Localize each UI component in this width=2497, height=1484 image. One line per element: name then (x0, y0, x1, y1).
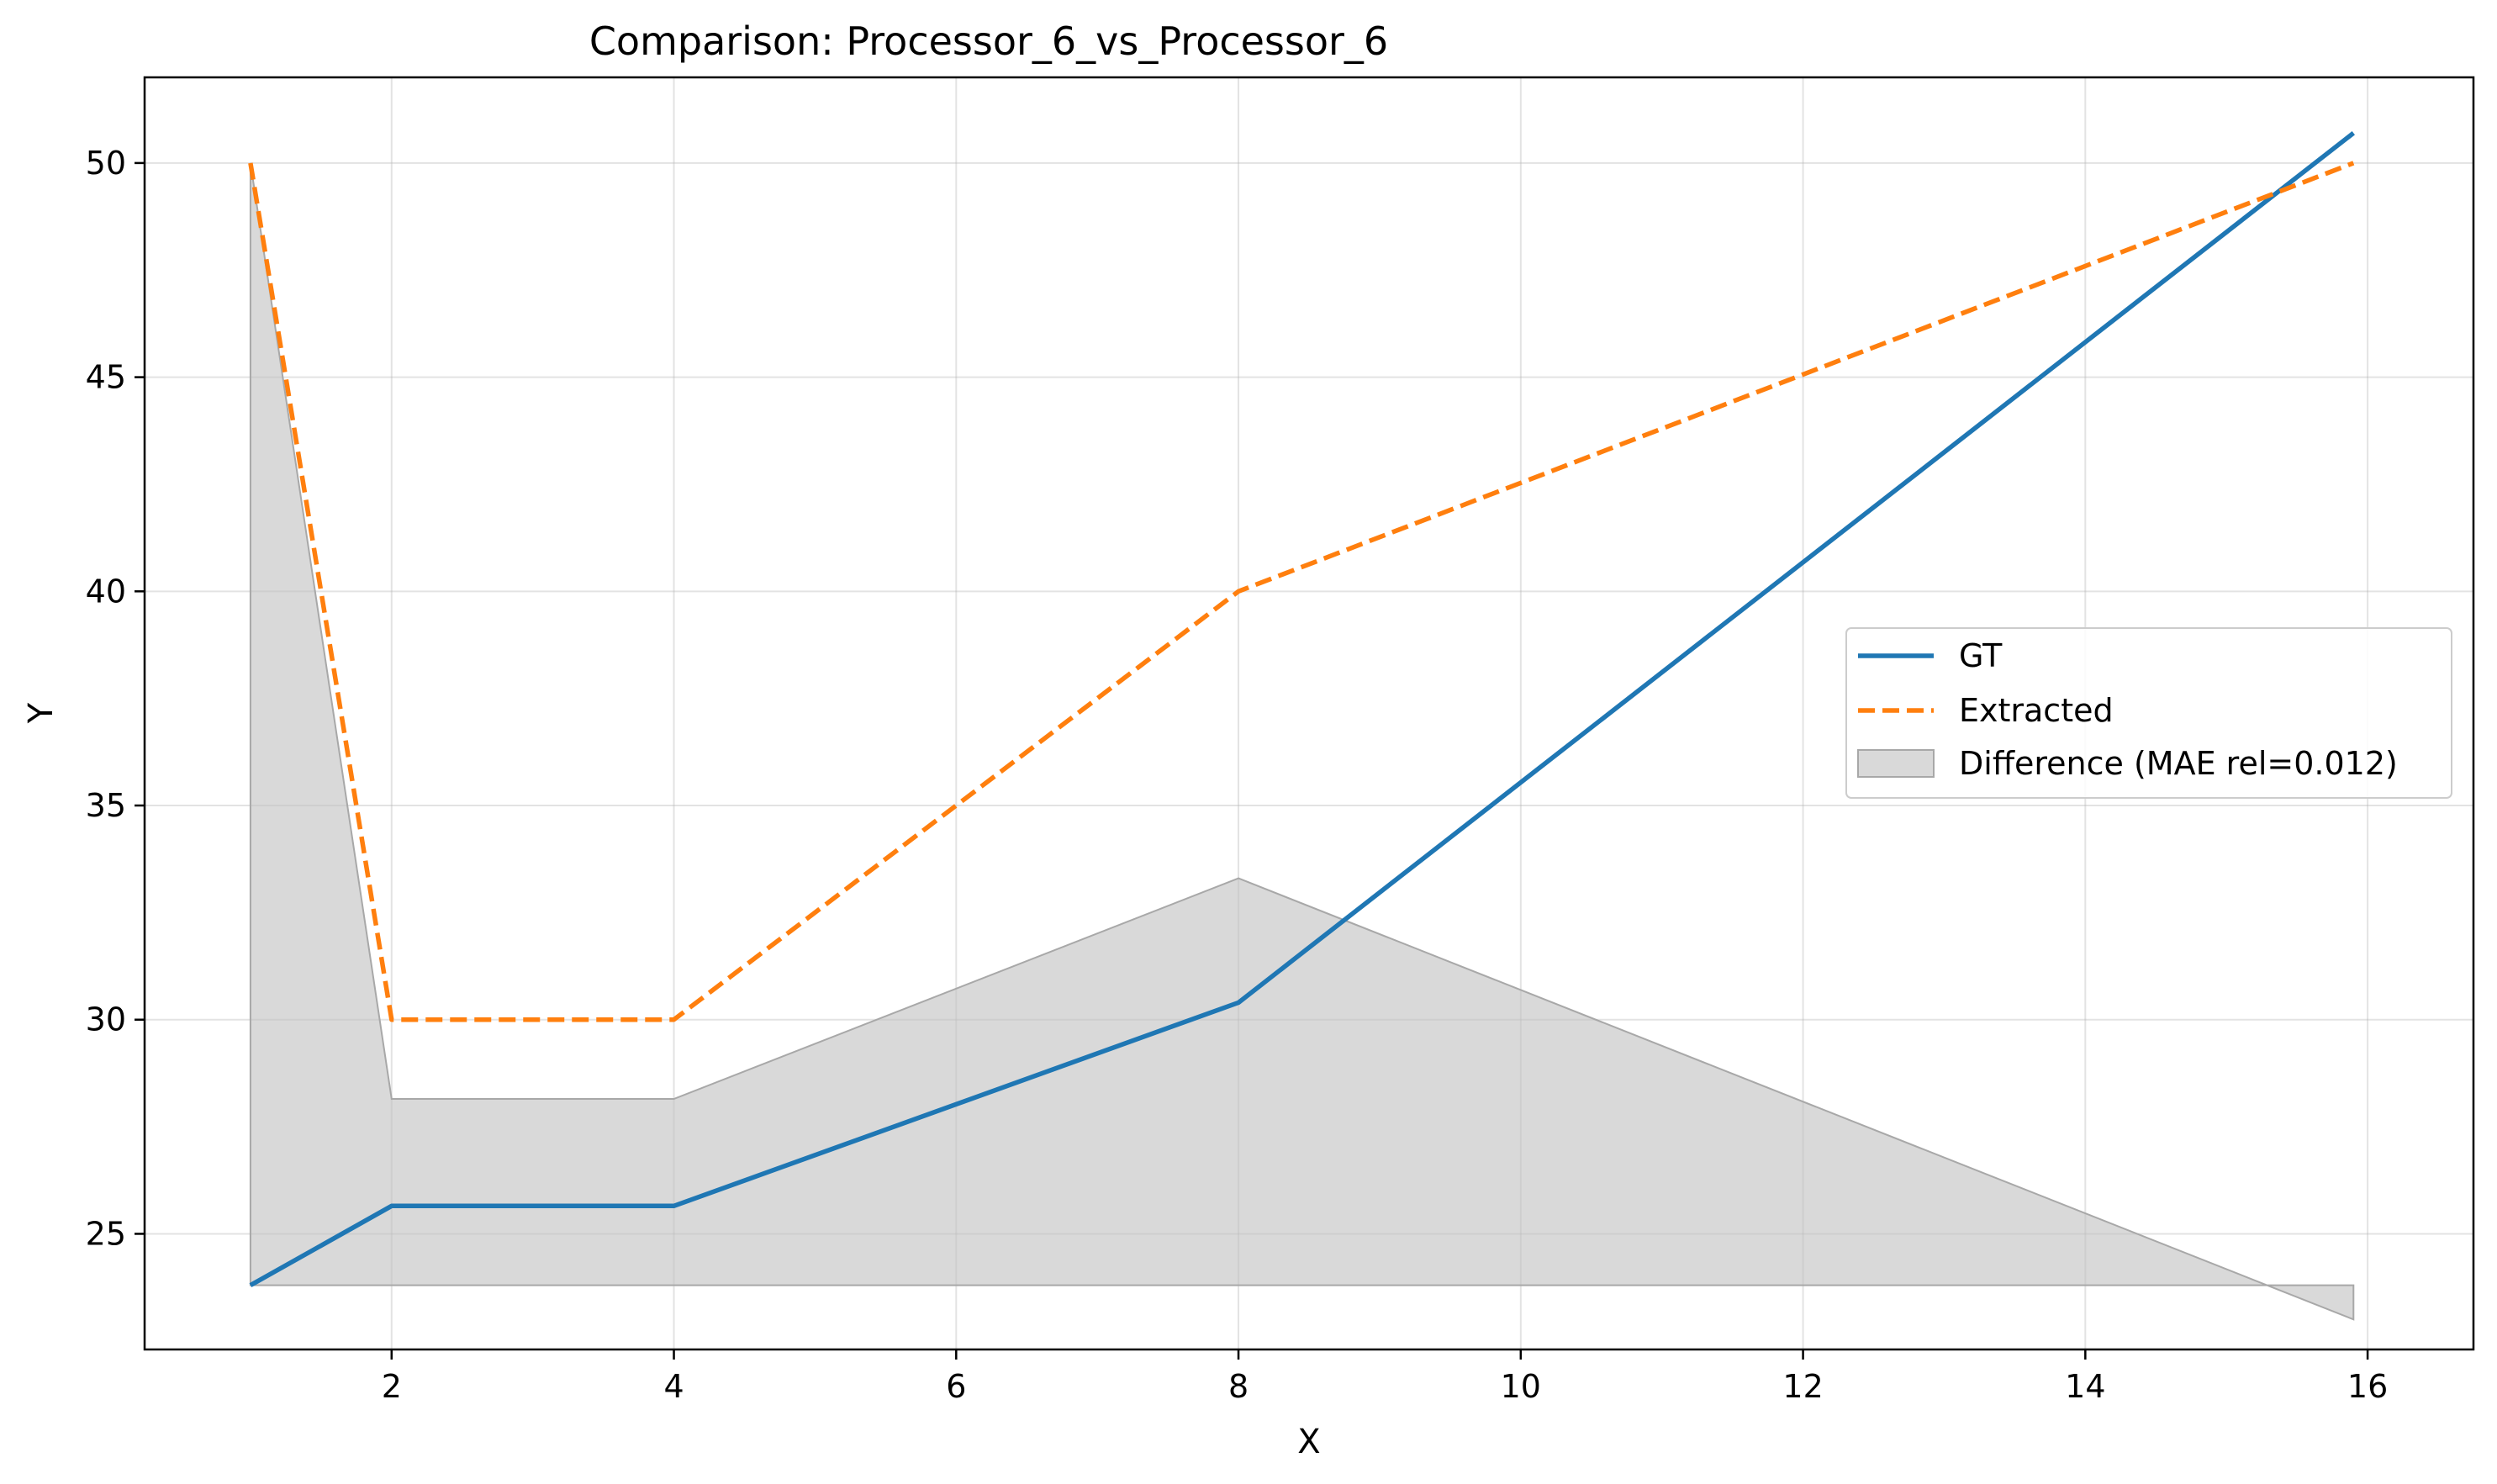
y-tick-label: 30 (86, 1001, 126, 1038)
gt-line (249, 131, 2355, 1287)
x-tick-label: 10 (1501, 1368, 1541, 1405)
y-tick-label: 45 (86, 359, 126, 396)
y-tick-label: 40 (86, 573, 126, 610)
y-tick-label: 25 (86, 1215, 126, 1252)
y-axis-title: Y (22, 702, 61, 724)
x-axis-ticks: 2 4 6 8 10 12 14 16 (382, 1349, 2388, 1405)
legend-box (1845, 627, 2452, 799)
x-tick-label: 2 (382, 1368, 402, 1405)
legend-extracted-label: Extracted (1959, 692, 2114, 729)
x-tick-label: 12 (1782, 1368, 1823, 1405)
legend-gt-label: GT (1959, 637, 2003, 674)
series-lines (248, 131, 2355, 1287)
legend-difference-swatch (1857, 749, 1935, 778)
chart-title: Comparison: Processor_6_vs_Processor_6 (589, 18, 1388, 64)
x-tick-label: 8 (1228, 1368, 1248, 1405)
x-axis-title: X (1297, 1423, 1320, 1461)
y-tick-label: 35 (86, 787, 126, 824)
plot-frame (143, 76, 2475, 1351)
y-tick-label: 50 (86, 145, 126, 182)
legend: GT Extracted Difference (MAE rel=0.012) (1845, 627, 2452, 799)
extracted-line (248, 161, 2355, 1022)
x-tick-label: 4 (663, 1368, 684, 1405)
y-axis-ticks: 25 30 35 40 45 50 (86, 145, 145, 1252)
x-tick-label: 14 (2065, 1368, 2105, 1405)
x-tick-label: 6 (946, 1368, 966, 1405)
x-tick-label: 16 (2347, 1368, 2388, 1405)
legend-difference-label: Difference (MAE rel=0.012) (1959, 745, 2398, 782)
